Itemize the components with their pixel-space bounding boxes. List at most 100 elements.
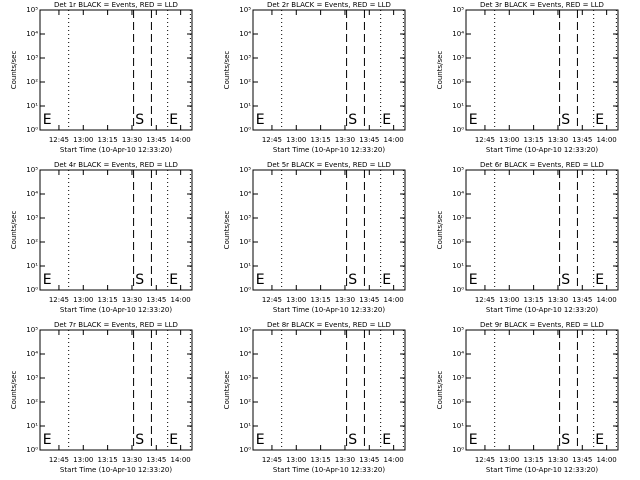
y-axis-label: Counts/sec <box>10 371 18 410</box>
x-tick-label: 13:00 <box>286 456 306 464</box>
x-tick-label: 12:45 <box>262 456 282 464</box>
plot-frame <box>39 169 193 291</box>
y-tick-label: 10¹ <box>452 422 464 430</box>
x-tick-label: 13:30 <box>122 136 142 144</box>
y-tick-label: 10² <box>452 78 464 86</box>
y-tick-label: 10² <box>452 398 464 406</box>
y-tick-label: 10⁴ <box>239 30 251 38</box>
x-tick-label: 13:45 <box>359 136 379 144</box>
x-tick-label: 13:15 <box>524 136 544 144</box>
plot-frame <box>465 169 619 291</box>
x-tick-label: 13:00 <box>73 296 93 304</box>
y-axis-label: Counts/sec <box>223 371 231 410</box>
y-tick-label: 10² <box>239 78 251 86</box>
x-tick-label: 13:30 <box>335 456 355 464</box>
x-tick-label: 13:00 <box>499 456 519 464</box>
x-tick-label: 14:00 <box>384 296 404 304</box>
annotation: S <box>561 432 570 448</box>
y-tick-label: 10⁴ <box>239 190 251 198</box>
x-tick-label: 13:15 <box>524 456 544 464</box>
y-axis-label: Counts/sec <box>436 211 444 250</box>
x-axis-label: Start Time (10-Apr-10 12:33:20) <box>60 466 172 474</box>
y-tick-label: 10² <box>452 238 464 246</box>
x-axis-label: Start Time (10-Apr-10 12:33:20) <box>273 146 385 154</box>
chart-title: Det 3r BLACK = Events, RED = LLD <box>480 1 604 9</box>
x-tick-label: 12:45 <box>475 456 495 464</box>
annotation: E <box>43 272 52 288</box>
annotation: E <box>469 112 478 128</box>
plot-frame <box>465 9 619 131</box>
x-tick-label: 12:45 <box>475 136 495 144</box>
y-tick-label: 10⁵ <box>26 6 38 14</box>
x-tick-label: 12:45 <box>49 296 69 304</box>
x-tick-label: 13:15 <box>524 296 544 304</box>
x-tick-label: 12:45 <box>49 136 69 144</box>
chart-title: Det 9r BLACK = Events, RED = LLD <box>480 321 604 329</box>
x-tick-label: 12:45 <box>262 136 282 144</box>
chart-title: Det 6r BLACK = Events, RED = LLD <box>480 161 604 169</box>
x-tick-label: 13:00 <box>499 296 519 304</box>
x-axis-label: Start Time (10-Apr-10 12:33:20) <box>486 146 598 154</box>
annotation: E <box>256 112 265 128</box>
x-tick-label: 14:00 <box>597 136 617 144</box>
annotation: S <box>348 272 357 288</box>
y-tick-label: 10² <box>239 398 251 406</box>
x-axis-label: Start Time (10-Apr-10 12:33:20) <box>273 466 385 474</box>
annotation: S <box>561 112 570 128</box>
chart-title: Det 7r BLACK = Events, RED = LLD <box>54 321 178 329</box>
chart-title: Det 5r BLACK = Events, RED = LLD <box>267 161 391 169</box>
y-tick-label: 10² <box>26 398 38 406</box>
x-tick-label: 13:15 <box>98 296 118 304</box>
y-tick-label: 10¹ <box>26 102 38 110</box>
y-tick-label: 10⁵ <box>26 166 38 174</box>
y-tick-label: 10⁴ <box>239 350 251 358</box>
x-tick-label: 13:45 <box>146 456 166 464</box>
y-axis-label: Counts/sec <box>10 51 18 90</box>
annotation: S <box>561 272 570 288</box>
y-tick-label: 10⁰ <box>26 446 38 454</box>
x-tick-label: 13:30 <box>548 296 568 304</box>
y-tick-label: 10⁰ <box>452 446 464 454</box>
annotation: E <box>169 112 178 128</box>
x-tick-label: 14:00 <box>384 136 404 144</box>
x-tick-label: 14:00 <box>171 456 191 464</box>
annotation: E <box>169 432 178 448</box>
x-tick-label: 14:00 <box>597 456 617 464</box>
x-tick-label: 13:30 <box>122 456 142 464</box>
x-tick-label: 13:45 <box>572 456 592 464</box>
y-tick-label: 10¹ <box>239 422 251 430</box>
annotation: S <box>348 432 357 448</box>
x-tick-label: 13:00 <box>499 136 519 144</box>
x-tick-label: 13:15 <box>311 296 331 304</box>
y-tick-label: 10⁰ <box>452 126 464 134</box>
y-tick-label: 10⁴ <box>26 190 38 198</box>
y-tick-label: 10⁵ <box>239 326 251 334</box>
y-tick-label: 10⁰ <box>26 126 38 134</box>
y-tick-label: 10⁴ <box>452 190 464 198</box>
y-tick-label: 10³ <box>26 214 38 222</box>
x-tick-label: 14:00 <box>384 456 404 464</box>
plot-frame <box>252 9 406 131</box>
y-tick-label: 10³ <box>239 374 251 382</box>
y-tick-label: 10³ <box>26 54 38 62</box>
x-axis-label: Start Time (10-Apr-10 12:33:20) <box>60 306 172 314</box>
plot-frame <box>252 169 406 291</box>
x-tick-label: 13:45 <box>572 296 592 304</box>
y-tick-label: 10⁰ <box>452 286 464 294</box>
x-tick-label: 13:45 <box>359 296 379 304</box>
x-tick-label: 13:30 <box>548 456 568 464</box>
y-tick-label: 10⁴ <box>26 350 38 358</box>
y-axis-label: Counts/sec <box>10 211 18 250</box>
y-axis-label: Counts/sec <box>223 51 231 90</box>
x-tick-label: 13:15 <box>98 456 118 464</box>
annotation: E <box>469 272 478 288</box>
y-tick-label: 10³ <box>26 374 38 382</box>
x-tick-label: 13:15 <box>311 136 331 144</box>
y-tick-label: 10⁰ <box>26 286 38 294</box>
annotation: E <box>595 432 604 448</box>
annotation: S <box>135 112 144 128</box>
y-tick-label: 10³ <box>239 54 251 62</box>
y-tick-label: 10³ <box>452 374 464 382</box>
y-tick-label: 10¹ <box>26 262 38 270</box>
